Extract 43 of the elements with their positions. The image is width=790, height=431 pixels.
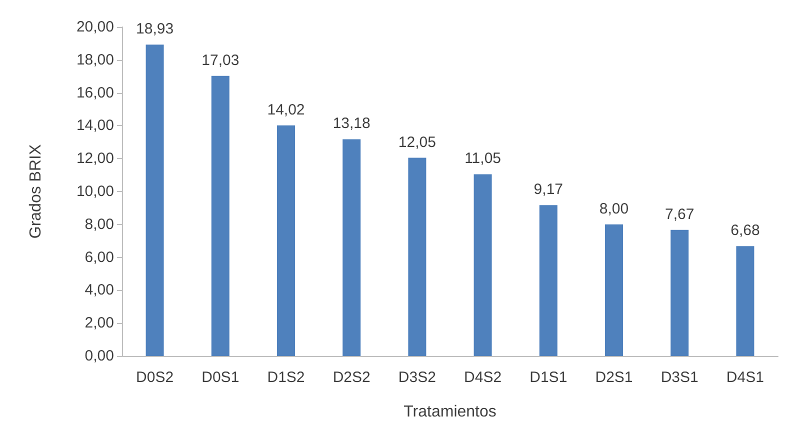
- y-tick-label: 4,00: [84, 282, 114, 299]
- y-tick-label: 18,00: [76, 51, 114, 68]
- y-tick-label: 14,00: [76, 117, 114, 134]
- data-label: 17,03: [202, 52, 240, 69]
- y-tick-label: 0,00: [84, 348, 114, 364]
- data-label: 8,00: [599, 200, 629, 218]
- y-tick-label: 8,00: [84, 216, 114, 233]
- data-label: 9,17: [534, 181, 563, 198]
- bar: [605, 224, 623, 356]
- data-label: 11,05: [464, 150, 502, 168]
- data-label: 14,02: [267, 101, 305, 118]
- y-axis-title: Grados BRIX: [28, 144, 44, 239]
- x-tick-label: D3S2: [398, 369, 436, 386]
- y-tick-label: 6,00: [84, 248, 114, 266]
- data-label: 18,93: [136, 20, 174, 38]
- bar: [474, 174, 492, 356]
- bar: [342, 139, 361, 356]
- x-axis-title: Tratamientos: [404, 404, 496, 420]
- data-label: 6,68: [730, 222, 760, 240]
- bar: [670, 230, 689, 356]
- y-tick-label: 12,00: [76, 150, 114, 168]
- y-tick-label: 20,00: [76, 18, 114, 36]
- data-label: 13,18: [332, 115, 370, 132]
- y-tick-label: 16,00: [76, 84, 114, 102]
- data-label: 12,05: [398, 134, 436, 151]
- data-label: 7,67: [665, 206, 694, 223]
- x-tick-label: D4S1: [726, 369, 764, 386]
- x-tick-label: D4S2: [464, 369, 502, 386]
- bar: [736, 246, 754, 356]
- x-tick-label: D2S1: [595, 369, 633, 386]
- bar: [408, 158, 426, 356]
- x-tick-label: D0S2: [136, 369, 174, 386]
- x-tick-label: D2S2: [332, 369, 370, 386]
- y-tick-label: 10,00: [76, 183, 114, 200]
- bar: [146, 44, 164, 356]
- bar: [539, 205, 558, 356]
- x-tick-label: D0S1: [202, 369, 240, 386]
- bar: [211, 76, 230, 356]
- x-tick-label: D3S1: [660, 369, 698, 386]
- x-tick-label: D1S2: [267, 369, 305, 386]
- y-tick-label: 2,00: [84, 314, 114, 332]
- x-tick-label: D1S1: [530, 369, 568, 386]
- bar: [277, 125, 295, 356]
